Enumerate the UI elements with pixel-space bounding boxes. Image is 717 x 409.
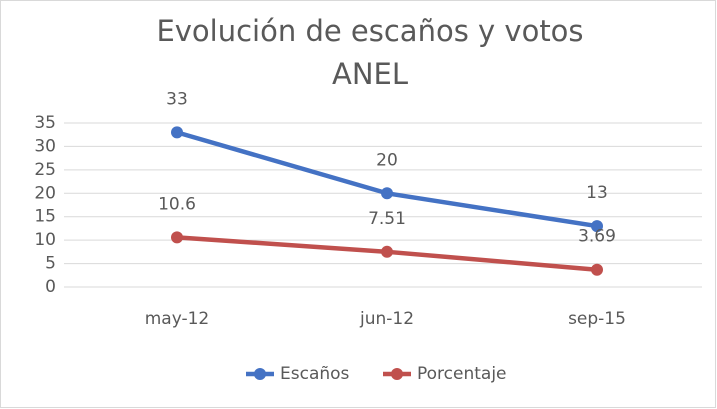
y-tick-label: 30 xyxy=(34,136,56,156)
data-label: 7.51 xyxy=(368,209,406,229)
y-tick-label: 0 xyxy=(45,277,56,297)
x-tick-label: jun-12 xyxy=(359,309,414,329)
legend-label: Porcentaje xyxy=(417,364,507,384)
point xyxy=(171,126,183,139)
y-tick-label: 15 xyxy=(34,207,56,227)
y-tick-label: 5 xyxy=(45,254,56,274)
legend-label: Escaños xyxy=(280,364,350,384)
point xyxy=(381,187,393,200)
y-tick-label: 20 xyxy=(34,183,56,203)
chart-title: ANEL xyxy=(332,57,408,91)
point xyxy=(591,220,603,233)
data-label: 33 xyxy=(166,89,188,109)
x-tick-label: may-12 xyxy=(145,309,210,329)
data-label: 3.69 xyxy=(578,227,616,247)
x-tick-label: sep-15 xyxy=(568,309,626,329)
data-label: 20 xyxy=(376,150,398,170)
y-tick-label: 25 xyxy=(34,160,56,180)
y-tick-label: 35 xyxy=(34,113,56,133)
point xyxy=(591,263,603,276)
data-label: 10.6 xyxy=(158,194,196,214)
point xyxy=(381,245,393,258)
data-label: 13 xyxy=(586,183,608,203)
chart-title: Evolución de escaños y votos xyxy=(156,14,583,48)
legend-marker xyxy=(254,368,266,380)
point xyxy=(171,231,183,244)
y-tick-label: 10 xyxy=(34,230,56,250)
legend-marker xyxy=(391,368,403,380)
